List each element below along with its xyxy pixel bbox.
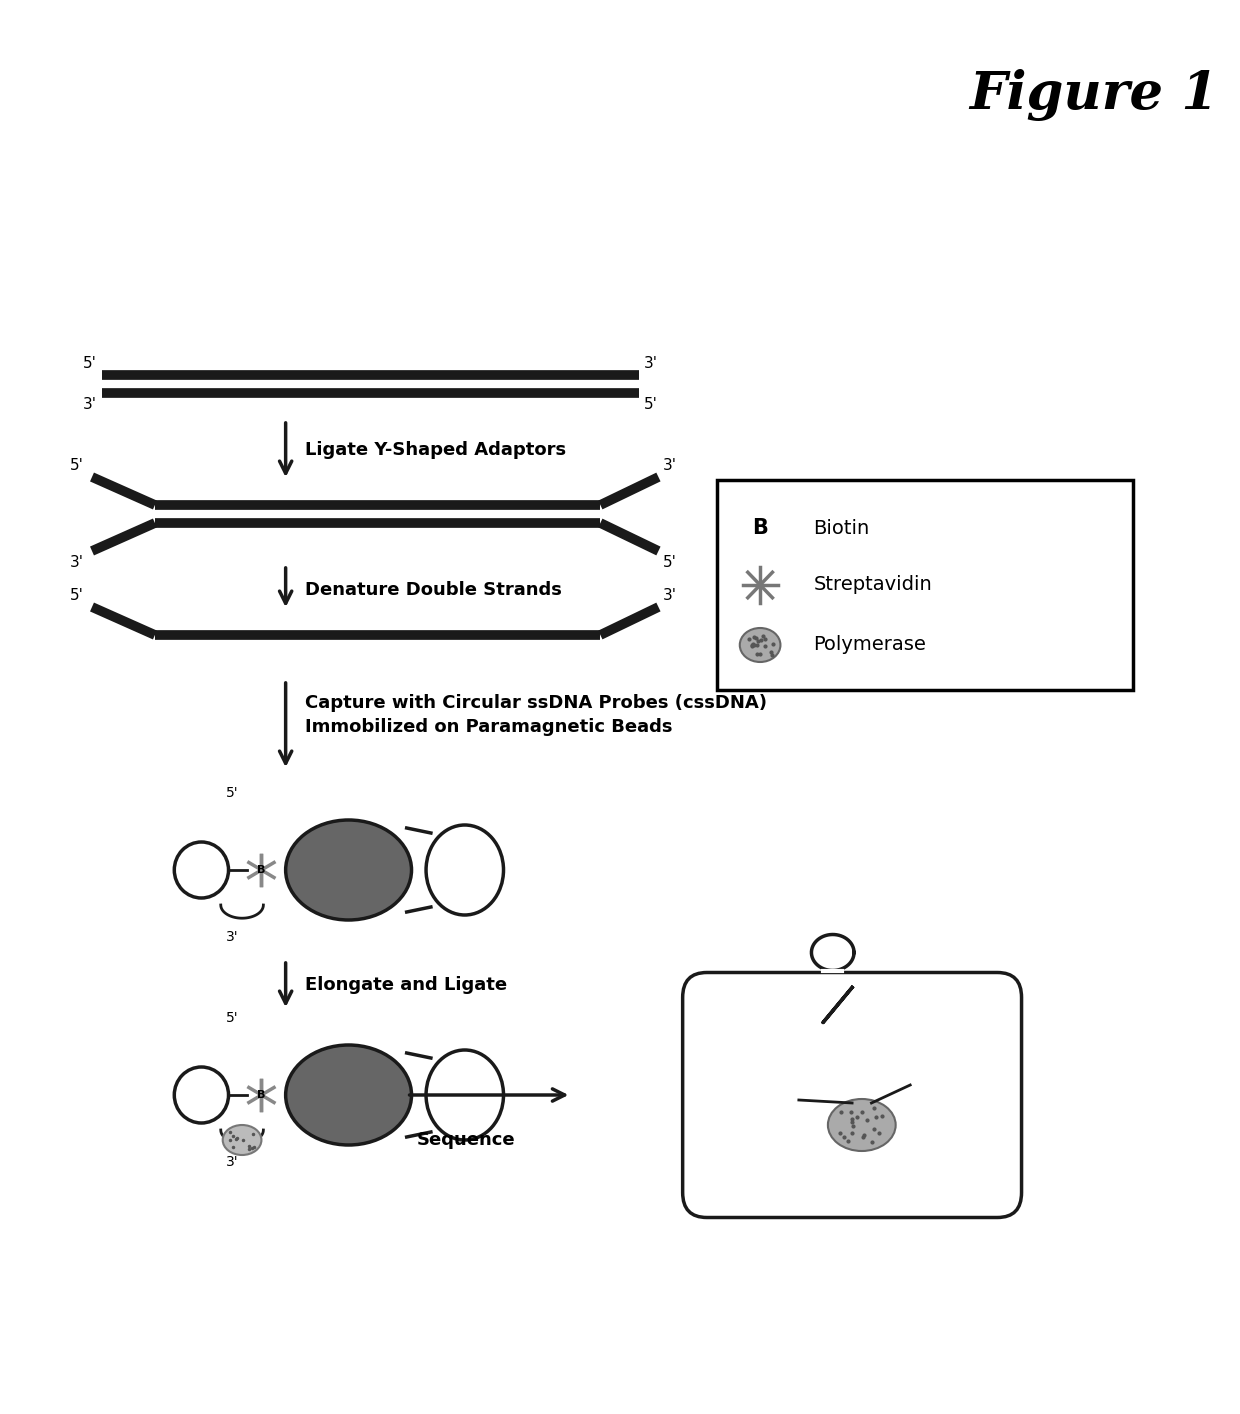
Text: 3': 3' xyxy=(226,930,239,945)
Text: Elongate and Ligate: Elongate and Ligate xyxy=(305,976,507,994)
Text: B: B xyxy=(753,518,768,537)
Text: 5': 5' xyxy=(644,397,657,411)
Text: 5': 5' xyxy=(83,356,97,370)
Text: 5': 5' xyxy=(226,786,239,800)
Text: 3': 3' xyxy=(71,556,84,570)
FancyBboxPatch shape xyxy=(683,973,1022,1217)
Text: 5': 5' xyxy=(71,588,84,602)
Text: Capture with Circular ssDNA Probes (cssDNA)
Immobilized on Paramagnetic Beads: Capture with Circular ssDNA Probes (cssD… xyxy=(305,693,768,737)
Text: 3': 3' xyxy=(663,458,677,474)
Text: 3': 3' xyxy=(83,397,97,411)
Text: Sequence: Sequence xyxy=(417,1131,515,1150)
Circle shape xyxy=(175,841,228,898)
Text: Biotin: Biotin xyxy=(813,519,869,537)
Ellipse shape xyxy=(285,1045,412,1145)
Ellipse shape xyxy=(427,1051,503,1140)
Ellipse shape xyxy=(427,824,503,915)
Text: 5': 5' xyxy=(71,458,84,474)
Text: 5': 5' xyxy=(663,556,677,570)
Bar xyxy=(717,479,1133,690)
Text: B: B xyxy=(257,1090,265,1100)
Ellipse shape xyxy=(740,628,780,662)
Text: 3': 3' xyxy=(663,588,677,602)
Text: 3': 3' xyxy=(226,1155,239,1169)
Text: Polymerase: Polymerase xyxy=(813,635,926,655)
Text: 3': 3' xyxy=(644,356,658,370)
Ellipse shape xyxy=(223,1126,262,1155)
Text: Ligate Y-Shaped Adaptors: Ligate Y-Shaped Adaptors xyxy=(305,441,567,460)
Ellipse shape xyxy=(285,820,412,921)
Text: B: B xyxy=(257,865,265,875)
Text: Denature Double Strands: Denature Double Strands xyxy=(305,581,562,600)
Text: 5': 5' xyxy=(226,1011,239,1025)
Text: Streptavidin: Streptavidin xyxy=(813,575,932,594)
Text: Figure 1: Figure 1 xyxy=(970,69,1219,122)
Ellipse shape xyxy=(828,1099,895,1151)
Circle shape xyxy=(175,1068,228,1123)
